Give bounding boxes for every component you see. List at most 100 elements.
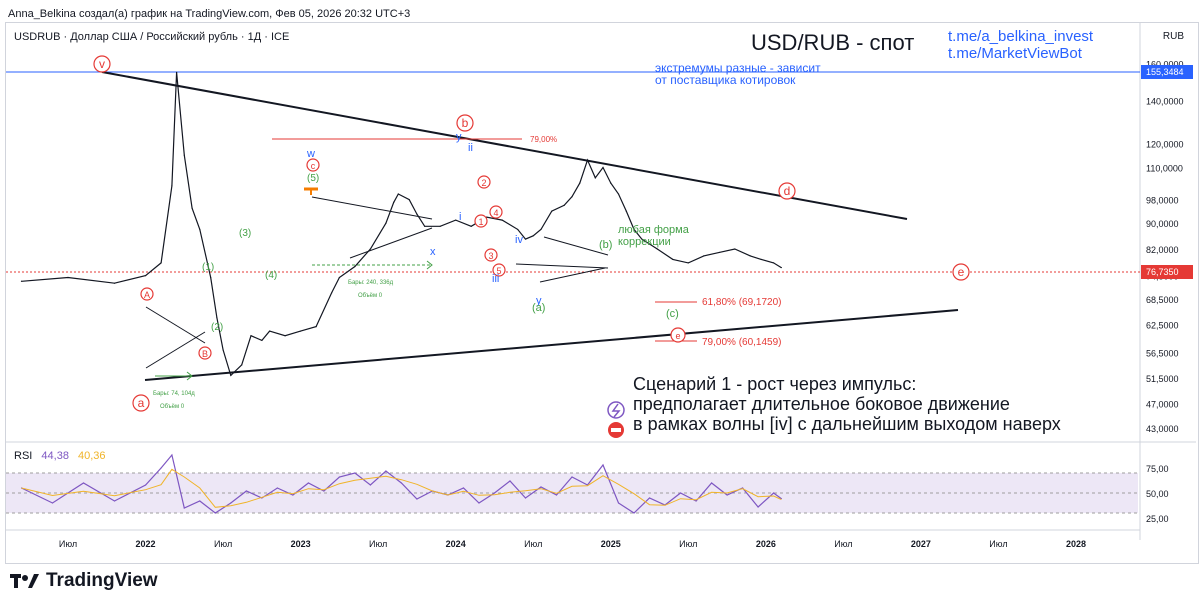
- wave-label-5: (5): [307, 173, 319, 184]
- price-point: [144, 275, 147, 277]
- time-tick-label: Июл: [369, 539, 387, 549]
- price-point: [734, 248, 736, 250]
- wave-label-a: a: [138, 396, 145, 410]
- scenario-text: Сценарий 1 - рост через импульс: предпол…: [633, 374, 1061, 434]
- wave-label-a-green: (a): [532, 302, 545, 314]
- price-point: [191, 207, 193, 209]
- rsi-point: [307, 482, 309, 484]
- fib-618-text: 61,80% (69,1720): [702, 297, 782, 308]
- symbol-title[interactable]: USDRUB · Доллар США / Российский рубль ·…: [14, 31, 290, 43]
- price-point: [772, 262, 775, 264]
- subwave-label-3-circle: [484, 248, 498, 262]
- currency-label[interactable]: RUB: [1162, 31, 1184, 42]
- rsi-tick-label: 25,00: [1146, 514, 1169, 524]
- rsi-tick-label: 50,00: [1146, 489, 1169, 499]
- price-point: [385, 222, 387, 224]
- price-point: [183, 154, 185, 156]
- measure-1-volume: Объём 0: [160, 404, 185, 410]
- wave-label-y2: y: [536, 295, 542, 307]
- fib-79-text: 79,00% (60,1459): [702, 337, 782, 348]
- measure-arrowhead-2: [426, 260, 433, 270]
- price-point: [284, 335, 286, 337]
- price-point: [517, 228, 519, 231]
- price-point: [594, 177, 596, 179]
- subwave-label-5: 5: [496, 266, 501, 276]
- rsi-name: RSI: [14, 450, 33, 462]
- price-point: [416, 213, 418, 215]
- wave-label-v-circle: [93, 55, 111, 73]
- price-point: [579, 182, 581, 184]
- rsi-point: [199, 500, 201, 502]
- time-tick-label: Июл: [524, 539, 542, 549]
- rsi-point: [113, 500, 116, 502]
- rsi-point: [571, 476, 573, 478]
- price-point: [300, 330, 302, 332]
- telegram-link-2[interactable]: t.me/MarketViewBot: [948, 45, 1082, 62]
- triangle-line-e: [543, 236, 609, 256]
- wave-label-v: v: [99, 57, 105, 71]
- time-tick-label: 2025: [601, 539, 621, 549]
- price-point: [160, 262, 162, 264]
- price-point: [338, 276, 340, 279]
- rsi-point: [51, 502, 54, 504]
- price-point: [687, 262, 689, 264]
- price-tick-label: 140,0000: [1146, 97, 1184, 107]
- price-point: [113, 282, 116, 284]
- price-point: [331, 292, 333, 294]
- flag-icon-glyph: [611, 428, 621, 432]
- rsi-ma-value: 40,36: [78, 450, 106, 462]
- rsi-point: [555, 494, 558, 496]
- chart-overlay-title: USD/RUB - спот: [751, 30, 915, 55]
- upper-trendline[interactable]: [101, 71, 908, 220]
- measure-1-bars: Бары: 74, 104д: [153, 391, 195, 397]
- subwave-label-5-circle: [492, 263, 506, 277]
- triangle-line-g: [539, 267, 606, 283]
- rsi-point: [385, 470, 387, 472]
- price-point: [250, 335, 252, 337]
- lower-trendline[interactable]: [144, 309, 959, 381]
- correction-note-2: коррекции: [618, 236, 671, 248]
- price-point: [222, 349, 224, 351]
- wave-label-b-green: (b): [599, 239, 612, 251]
- rsi-point: [757, 506, 759, 508]
- price-point: [656, 248, 658, 250]
- lightning-icon[interactable]: [607, 401, 625, 419]
- rsi-legend[interactable]: RSI 44,38 40,36: [14, 450, 106, 462]
- last-price-tag: [1141, 265, 1193, 279]
- chart-author-header: Anna_Belkina создал(а) график на Trading…: [8, 8, 411, 20]
- wave-label-e: e: [958, 265, 965, 279]
- rsi-point: [230, 502, 232, 504]
- tradingview-logo[interactable]: TradingView: [10, 570, 158, 592]
- time-tick-label: 2024: [446, 539, 466, 549]
- price-point: [230, 374, 232, 377]
- wave-label-2: (2): [211, 322, 223, 333]
- rsi-point: [540, 486, 542, 488]
- rsi-point: [617, 502, 620, 504]
- rsi-point: [160, 467, 162, 469]
- price-point: [571, 196, 573, 198]
- price-point: [672, 258, 674, 260]
- price-point: [455, 219, 457, 221]
- wave-label-w: w: [306, 148, 315, 160]
- time-tick-label: Июл: [679, 539, 697, 549]
- wave-label-4: (4): [265, 270, 277, 281]
- wave-label-3: (3): [239, 228, 251, 239]
- price-line[interactable]: [21, 72, 782, 377]
- price-point: [175, 71, 178, 73]
- scenario-line-2: предполагает длительное боковое движение: [633, 394, 1010, 414]
- rsi-point: [679, 492, 682, 494]
- rsi-point: [602, 464, 604, 466]
- triangle-line-a: [145, 306, 206, 344]
- price-point: [393, 201, 395, 204]
- rsi-point: [633, 512, 635, 514]
- price-point: [617, 193, 620, 195]
- wave-label-i: i: [459, 211, 461, 223]
- telegram-link-1[interactable]: t.me/a_belkina_invest: [948, 28, 1094, 45]
- wave-label-1: (1): [202, 262, 214, 273]
- price-point: [261, 339, 263, 341]
- fib-79-top-text: 79,00%: [530, 135, 557, 144]
- scenario-line-3: в рамках волны [iv] с дальнейшим выходом…: [633, 414, 1061, 434]
- rsi-point: [416, 498, 418, 500]
- rsi-point: [400, 482, 403, 484]
